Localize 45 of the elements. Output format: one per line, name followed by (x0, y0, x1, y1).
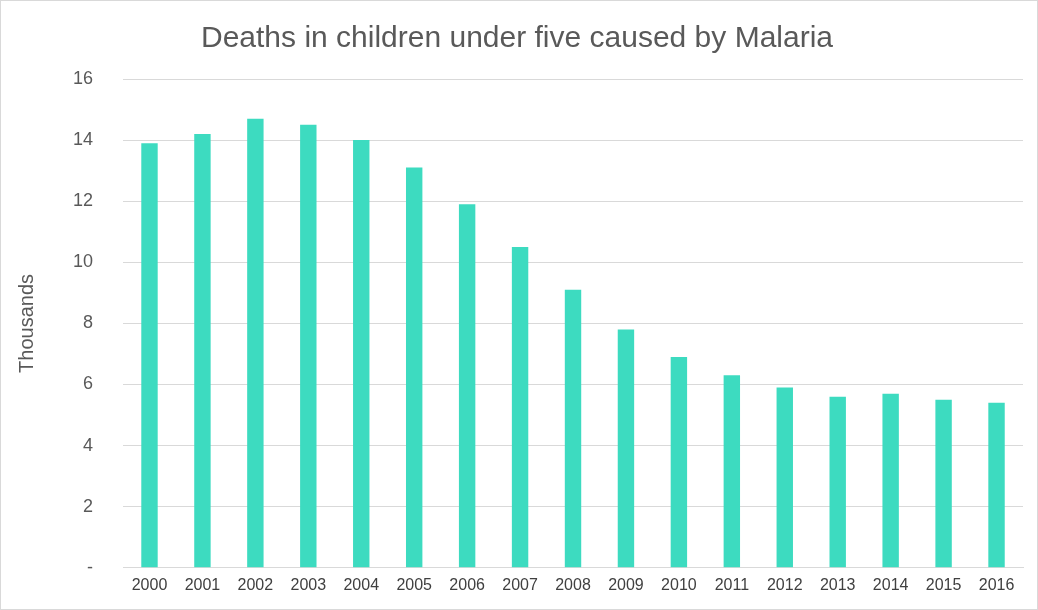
bar (458, 204, 476, 568)
y-tick-label: 4 (83, 434, 94, 455)
bar (353, 140, 370, 568)
x-tick-label: 2007 (502, 575, 538, 593)
x-tick-label: 2005 (396, 575, 433, 593)
x-tick-label: 2009 (608, 575, 644, 593)
y-tick-label: 8 (83, 312, 94, 333)
x-tick-label: 2015 (925, 575, 962, 593)
x-tick-label: 2003 (290, 575, 327, 593)
bar (300, 124, 317, 568)
y-tick-label: 14 (72, 129, 94, 150)
bar (776, 387, 793, 568)
bar (723, 375, 741, 568)
y-tick-label: 16 (72, 67, 94, 88)
x-tick-label: 2012 (766, 575, 803, 593)
x-tick-label: 2002 (237, 575, 274, 593)
y-axis-title: Thousands (14, 273, 37, 373)
bar (988, 402, 1005, 568)
x-tick-label: 2014 (872, 575, 909, 593)
y-tick-label: 6 (83, 373, 94, 394)
y-tick-label: 2 (83, 495, 94, 516)
x-tick-label: 2011 (714, 575, 750, 593)
bar (247, 118, 264, 568)
bar (935, 399, 952, 568)
x-tick-label: 2006 (449, 575, 486, 593)
x-tick-label: 2008 (555, 575, 591, 593)
bar (194, 133, 211, 568)
x-tick-label: 2010 (661, 575, 697, 593)
x-tick-label: 2004 (343, 575, 380, 593)
x-tick-label: 2016 (978, 575, 1015, 593)
x-tick-label: 2013 (819, 575, 856, 593)
x-tick-label: 2001 (184, 575, 221, 593)
bar (882, 393, 899, 568)
bar (670, 357, 688, 568)
bar (829, 396, 846, 568)
x-tick-label: 2000 (131, 575, 168, 593)
y-tick-label: - (87, 556, 94, 577)
bar (141, 143, 158, 568)
y-tick-label: 12 (72, 190, 94, 211)
bar (617, 329, 635, 568)
bar (564, 289, 582, 568)
bar (511, 247, 529, 568)
chart-title: Deaths in children under five caused by Malaria (200, 20, 834, 54)
bar (405, 167, 423, 568)
y-tick-label: 10 (72, 251, 94, 272)
